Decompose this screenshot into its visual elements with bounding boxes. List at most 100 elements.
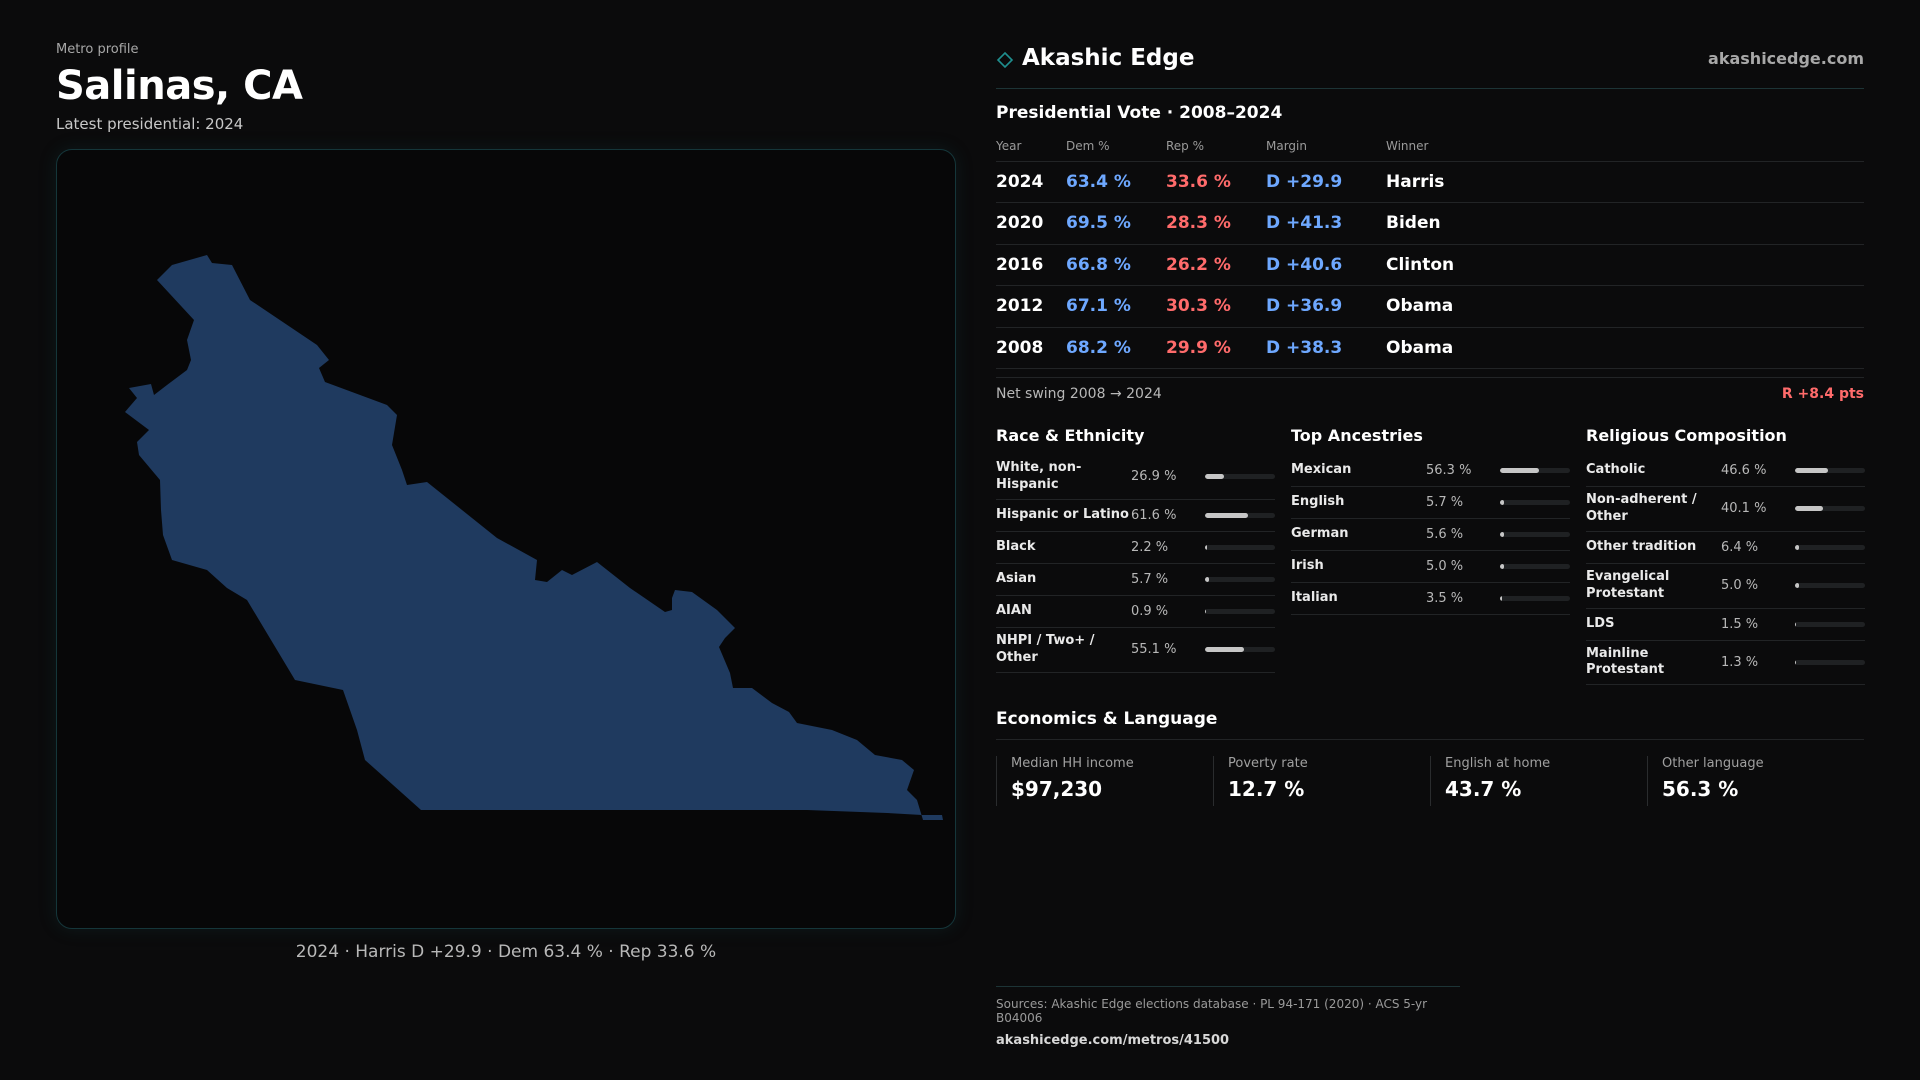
item-bar: [1795, 583, 1865, 589]
cell-winner: Biden: [1386, 202, 1864, 245]
cell-dem: 63.4 %: [1066, 161, 1166, 203]
list-item: NHPI / Two+ / Other 55.1 %: [996, 628, 1275, 673]
item-bar-fill: [1205, 608, 1207, 614]
item-value: 6.4 %: [1721, 539, 1759, 555]
stat-label: Median HH income: [1011, 756, 1134, 772]
net-swing-value: R +8.4 pts: [1781, 386, 1864, 402]
header-divider: [996, 88, 1864, 89]
cell-margin: D +36.9: [1266, 285, 1386, 328]
list-item: Non-adherent / Other 40.1 %: [1586, 487, 1865, 532]
item-bar-fill: [1205, 544, 1207, 550]
item-bar-fill: [1205, 512, 1249, 518]
item-label: Black: [996, 538, 1036, 554]
cell-rep: 26.2 %: [1166, 244, 1266, 286]
item-bar-fill: [1205, 474, 1224, 480]
item-bar-fill: [1500, 564, 1504, 569]
race-section-title: Race & Ethnicity: [996, 426, 1145, 445]
item-value: 46.6 %: [1721, 463, 1767, 478]
net-swing-row: Net swing 2008 → 2024 R +8.4 pts: [996, 377, 1864, 402]
item-label: Hispanic or Latino: [996, 506, 1129, 522]
item-bar: [1205, 474, 1275, 480]
item-bar: [1500, 468, 1570, 473]
list-item: German 5.6 %: [1291, 519, 1570, 551]
list-item: Hispanic or Latino 61.6 %: [996, 500, 1275, 532]
cell-rep: 30.3 %: [1166, 285, 1266, 328]
table-row: 2016 66.8 % 26.2 % D +40.6 Clinton: [996, 244, 1864, 286]
list-item: Irish 5.0 %: [1291, 551, 1570, 583]
item-label: Italian: [1291, 590, 1338, 606]
economics-cards: Median HH income $97,230 Poverty rate 12…: [996, 756, 1864, 807]
item-bar-fill: [1500, 532, 1504, 537]
item-label: German: [1291, 526, 1349, 542]
list-item: Mexican 56.3 %: [1291, 455, 1570, 487]
item-label: Asian: [996, 570, 1037, 586]
cell-margin: D +41.3: [1266, 202, 1386, 245]
stat-card-poverty: Poverty rate 12.7 %: [1213, 756, 1430, 807]
eyebrow-label: Metro profile: [56, 42, 139, 57]
item-bar: [1795, 506, 1865, 512]
item-value: 5.7 %: [1426, 495, 1464, 510]
item-bar-fill: [1795, 621, 1797, 627]
item-label: White, non-Hispanic: [996, 460, 1082, 492]
item-value: 3.5 %: [1426, 591, 1464, 606]
item-bar-fill: [1795, 659, 1797, 665]
item-bar-fill: [1795, 544, 1800, 550]
item-value: 1.5 %: [1721, 616, 1759, 632]
list-item: English 5.7 %: [1291, 487, 1570, 519]
item-label: Non-adherent / Other: [1586, 492, 1697, 524]
item-value: 56.3 %: [1426, 463, 1472, 478]
cell-dem: 67.1 %: [1066, 285, 1166, 328]
cell-year: 2020: [996, 202, 1066, 245]
stats-panel: Akashic Edge akashicedge.com Presidentia…: [996, 42, 1865, 807]
race-section: Race & Ethnicity White, non-Hispanic 26.…: [996, 426, 1275, 685]
item-bar-fill: [1500, 596, 1503, 601]
item-bar: [1795, 659, 1865, 665]
list-item: Other tradition 6.4 %: [1586, 532, 1865, 564]
stat-card-other-language: Other language 56.3 %: [1647, 756, 1864, 807]
ancestry-section-title: Top Ancestries: [1291, 426, 1423, 445]
demographics-grid: Race & Ethnicity White, non-Hispanic 26.…: [996, 426, 1865, 686]
sources-url-link[interactable]: akashicedge.com/metros/41500: [996, 1033, 1230, 1048]
cell-winner: Clinton: [1386, 244, 1864, 286]
item-label: Other tradition: [1586, 538, 1697, 554]
item-bar: [1205, 647, 1275, 653]
list-item: Asian 5.7 %: [996, 564, 1275, 596]
list-item: LDS 1.5 %: [1586, 609, 1865, 641]
cell-margin: D +40.6: [1266, 244, 1386, 286]
item-bar-fill: [1795, 468, 1828, 473]
vote-table-header: Year Dem % Rep % Margin Winner: [996, 131, 1864, 162]
item-value: 5.6 %: [1426, 527, 1464, 542]
item-bar: [1795, 621, 1865, 627]
item-label: AIAN: [996, 602, 1032, 618]
stat-label: English at home: [1445, 756, 1551, 772]
page-title: Salinas, CA: [56, 63, 303, 109]
header-winner: Winner: [1386, 131, 1864, 162]
item-label: Irish: [1291, 558, 1324, 574]
ancestry-section: Top Ancestries Mexican 56.3 % English 5.…: [1291, 426, 1570, 685]
cell-year: 2016: [996, 244, 1066, 286]
item-bar: [1500, 532, 1570, 537]
cell-rep: 33.6 %: [1166, 161, 1266, 203]
cell-winner: Obama: [1386, 327, 1864, 369]
cell-dem: 68.2 %: [1066, 327, 1166, 369]
item-bar: [1205, 608, 1275, 614]
table-row: 2008 68.2 % 29.9 % D +38.3 Obama: [996, 327, 1864, 369]
religion-section: Religious Composition Catholic 46.6 % No…: [1586, 426, 1865, 686]
header-dem: Dem %: [1066, 131, 1166, 162]
table-row: 2020 69.5 % 28.3 % D +41.3 Biden: [996, 202, 1864, 245]
item-bar: [1795, 468, 1865, 473]
item-label: Mainline Protestant: [1586, 645, 1665, 678]
cell-rep: 29.9 %: [1166, 327, 1266, 369]
metro-header: Metro profile Salinas, CA Latest preside…: [56, 42, 956, 133]
list-item: Mainline Protestant 1.3 %: [1586, 641, 1865, 686]
item-label: English: [1291, 494, 1345, 510]
item-value: 0.9 %: [1131, 603, 1169, 619]
brand-url-link[interactable]: akashicedge.com: [1708, 48, 1864, 68]
item-bar-fill: [1795, 506, 1824, 512]
item-bar: [1205, 544, 1275, 550]
county-shape: [125, 255, 943, 820]
item-value: 5.0 %: [1426, 559, 1464, 574]
cell-dem: 69.5 %: [1066, 202, 1166, 245]
item-bar: [1205, 512, 1275, 518]
cell-year: 2024: [996, 161, 1066, 203]
